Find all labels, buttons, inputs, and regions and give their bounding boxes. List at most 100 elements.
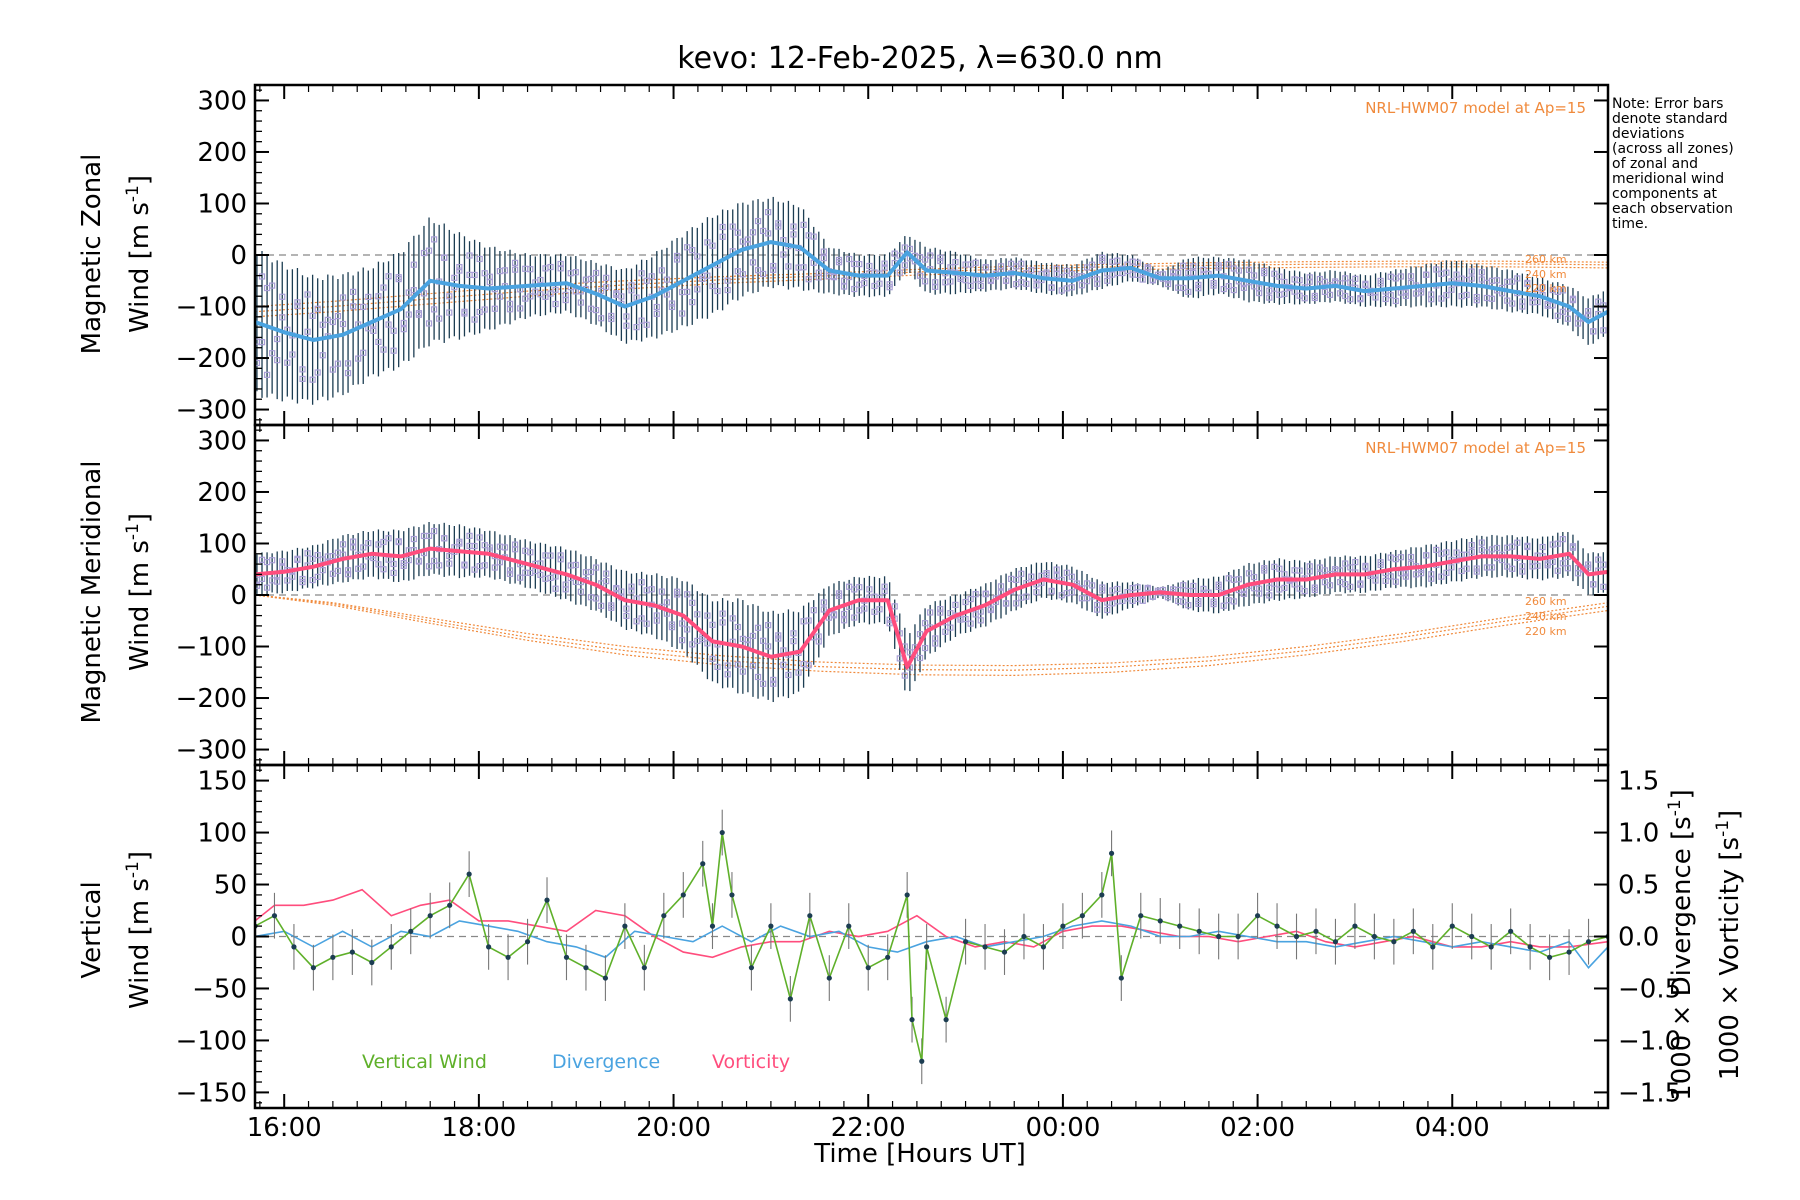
meridional-scatter-point	[987, 606, 994, 614]
zonal-scatter-point	[334, 360, 342, 367]
meridional-scatter-point	[861, 605, 868, 612]
zonal-scatter-point	[663, 291, 671, 298]
zonal-scatter-point	[557, 260, 564, 268]
meridional-scatter-point	[1185, 602, 1192, 609]
zonal-scatter-point	[679, 310, 686, 317]
zonal-scatter-point	[284, 359, 291, 366]
meridional-scatter-point	[1559, 560, 1566, 567]
meridional-scatter-point	[815, 633, 822, 640]
meridional-scatter-point	[1590, 581, 1597, 588]
meridional-scatter-point	[1443, 549, 1450, 556]
zonal-plot-area	[255, 196, 1608, 405]
zonal-scatter-point	[1134, 259, 1141, 266]
zonal-scatter-point	[385, 321, 392, 328]
zonal-scatter-point	[1453, 271, 1460, 278]
zonal-scatter-point	[511, 266, 519, 273]
meridional-scatter-point	[1276, 565, 1283, 572]
meridional-scatter-point	[1013, 600, 1020, 607]
zonal-scatter-point	[1068, 284, 1075, 291]
zonal-scatter-point	[643, 321, 650, 328]
zonal-scatter-point	[1357, 295, 1364, 302]
meridional-mean-line	[255, 546, 1608, 670]
zonal-scatter-point	[1468, 268, 1475, 275]
meridional-scatter-point	[1220, 602, 1227, 609]
zonal-scatter-point	[1574, 320, 1582, 327]
meridional-scatter-point	[471, 566, 478, 573]
meridional-scatter-point	[704, 612, 711, 619]
meridional-scatter-point	[658, 588, 665, 595]
meridional-scatter-point	[668, 621, 676, 628]
zonal-scatter-point	[400, 319, 407, 327]
zonal-scatter-point	[481, 306, 488, 313]
zonal-scatter-point	[1428, 291, 1435, 298]
meridional-scatter-point	[466, 532, 473, 539]
meridional-scatter-point	[1377, 559, 1384, 566]
meridional-scatter-point	[613, 584, 620, 592]
zonal-scatter-point	[780, 251, 787, 258]
zonal-scatter-point	[476, 255, 483, 263]
meridional-scatter-point	[1478, 539, 1485, 546]
meridional-scatter-point	[1488, 564, 1496, 571]
zonal-y-tick-label: 300	[197, 86, 247, 116]
zonal-scatter-point	[638, 317, 645, 324]
meridional-scatter-point	[1468, 541, 1475, 549]
zonal-scatter-point	[694, 286, 701, 293]
meridional-scatter-point	[1200, 585, 1207, 592]
vertical-wind-point	[1546, 954, 1553, 960]
zonal-scatter-point	[319, 352, 326, 359]
zonal-scatter-point	[739, 271, 746, 278]
zonal-scatter-point	[334, 313, 342, 320]
zonal-scatter-point	[673, 252, 681, 260]
meridional-scatter-point	[1210, 600, 1217, 608]
meridional-scatter-point	[304, 550, 311, 557]
meridional-scatter-point	[840, 617, 848, 624]
zonal-scatter-point	[977, 282, 984, 289]
zonal-scatter-point	[1382, 295, 1389, 303]
y2-tick-label: 1.5	[1618, 767, 1659, 797]
vertical-wind-point	[709, 923, 716, 929]
zonal-model-curve-220	[255, 266, 1608, 318]
meridional-scatter-point	[760, 680, 767, 687]
zonal-scatter-point	[1372, 294, 1379, 301]
zonal-scatter-point	[820, 254, 827, 262]
vertical-wind-point	[291, 944, 297, 950]
meridional-scatter-point	[967, 595, 974, 603]
meridional-scatter-point	[901, 672, 908, 679]
zonal-scatter-point	[263, 371, 271, 378]
meridional-scatter-point	[329, 552, 336, 560]
vorticity-axis-label-close: ]	[1715, 810, 1745, 820]
meridional-altitude-label: 260 km	[1525, 595, 1567, 608]
zonal-scatter-point	[446, 293, 453, 300]
meridional-scatter-point	[1013, 576, 1020, 584]
meridional-scatter-point	[1068, 589, 1075, 596]
zonal-scatter-point	[749, 259, 757, 266]
zonal-scatter-point	[921, 256, 929, 263]
meridional-scatter-point	[1402, 573, 1410, 580]
vertical-wind-point	[807, 913, 813, 919]
meridional-scatter-point	[916, 654, 924, 662]
meridional-scatter-point	[739, 668, 746, 675]
meridional-scatter-point	[380, 538, 387, 546]
zonal-scatter-point	[1342, 275, 1349, 282]
meridional-scatter-point	[344, 567, 352, 574]
meridional-ylabel-line2: Wind [m s-1]	[123, 513, 155, 671]
meridional-scatter-point	[309, 555, 316, 562]
zonal-scatter-point	[800, 264, 807, 271]
zonal-scatter-point	[770, 262, 777, 270]
zonal-scatter-point	[790, 223, 797, 230]
y2-tick-label: 0.0	[1618, 923, 1659, 953]
meridional-scatter-point	[1600, 583, 1607, 590]
vertical-wind-point	[486, 944, 492, 950]
divergence-axis-label-sup: -1	[1665, 799, 1685, 816]
meridional-scatter-point	[461, 562, 468, 569]
zonal-scatter-point	[562, 291, 569, 298]
vertical-wind-point	[1371, 933, 1377, 940]
x-tick-label: 02:00	[1220, 1113, 1295, 1143]
zonal-scatter-point	[1347, 296, 1354, 303]
zonal-scatter-point	[1514, 275, 1521, 282]
zonal-scatter-point	[1347, 279, 1354, 286]
zonal-scatter-point	[754, 217, 762, 225]
zonal-scatter-point	[1478, 269, 1485, 276]
divergence-axis-label-close: ]	[1667, 789, 1697, 799]
zonal-scatter-point	[689, 299, 696, 306]
